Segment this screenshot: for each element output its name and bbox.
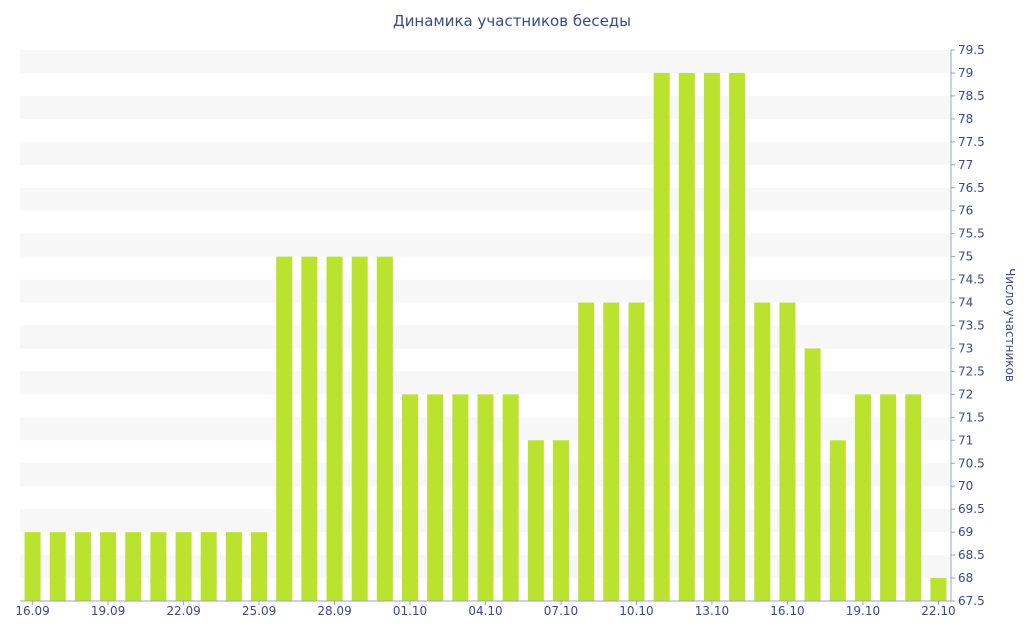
- y-tick-label: 77: [958, 158, 973, 172]
- y-tick-label: 76: [958, 204, 973, 218]
- x-tick-label: 04.10: [468, 604, 502, 618]
- x-tick-label: 16.09: [15, 604, 49, 618]
- y-axis-label: Число участников: [1003, 268, 1017, 382]
- bar[interactable]: [754, 302, 771, 601]
- y-tick-label: 72.5: [958, 364, 985, 378]
- y-tick-label: 74: [958, 296, 973, 310]
- grid-band: [20, 50, 951, 73]
- bar[interactable]: [905, 394, 922, 601]
- bar[interactable]: [653, 72, 670, 602]
- bar[interactable]: [477, 394, 494, 601]
- x-tick-label: 16.10: [770, 604, 804, 618]
- bar[interactable]: [930, 578, 947, 601]
- bar[interactable]: [452, 394, 469, 601]
- bar[interactable]: [854, 394, 871, 601]
- bar[interactable]: [24, 532, 41, 601]
- x-tick-label: 07.10: [544, 604, 578, 618]
- bar[interactable]: [376, 256, 393, 601]
- y-tick-label: 79: [958, 66, 973, 80]
- y-tick-label: 72: [958, 387, 973, 401]
- x-tick-label: 28.09: [317, 604, 351, 618]
- grid-band: [20, 233, 951, 257]
- y-tick-label: 71.5: [958, 410, 985, 424]
- bars: [24, 72, 947, 602]
- x-tick-label: 22.10: [921, 604, 955, 618]
- bar[interactable]: [779, 302, 796, 601]
- x-tick-label: 10.10: [619, 604, 653, 618]
- y-tick-label: 68: [958, 571, 973, 585]
- bar[interactable]: [225, 532, 242, 601]
- bar[interactable]: [578, 302, 595, 601]
- x-tick-label: 01.10: [393, 604, 427, 618]
- y-tick-label: 70: [958, 479, 973, 493]
- y-tick-label: 78.5: [958, 89, 985, 103]
- bar[interactable]: [552, 440, 569, 601]
- y-tick-labels: 67.5 68 68.5 69 69.5 70 70.5 71 71.5 72 72.5 73 73.5…: [958, 43, 985, 608]
- bar[interactable]: [276, 256, 293, 601]
- bar[interactable]: [502, 394, 519, 601]
- bar[interactable]: [150, 532, 167, 601]
- grid-band: [20, 141, 951, 165]
- y-tick-label: 68.5: [958, 548, 985, 562]
- grid-band: [20, 95, 951, 119]
- y-tick-label: 75: [958, 250, 973, 264]
- bar[interactable]: [628, 302, 645, 601]
- y-tick-label: 69.5: [958, 502, 985, 516]
- bar[interactable]: [74, 532, 91, 601]
- x-tick-label: 22.09: [166, 604, 200, 618]
- bar[interactable]: [100, 532, 117, 601]
- y-tick-label: 77.5: [958, 135, 985, 149]
- grid-band: [20, 325, 951, 349]
- bar[interactable]: [175, 532, 192, 601]
- bar[interactable]: [678, 72, 695, 602]
- y-tick-label: 73.5: [958, 319, 985, 333]
- y-tick-label: 76.5: [958, 181, 985, 195]
- y-tick-label: 78: [958, 112, 973, 126]
- y-tick-label: 69: [958, 525, 973, 539]
- bar[interactable]: [880, 394, 897, 601]
- bar[interactable]: [351, 256, 368, 601]
- x-tick-label: 19.09: [91, 604, 125, 618]
- y-tick-label: 79.5: [958, 43, 985, 57]
- bar[interactable]: [829, 440, 846, 601]
- grid-band: [20, 187, 951, 211]
- bar[interactable]: [301, 256, 318, 601]
- grid-band: [20, 279, 951, 303]
- y-tick-label: 67.5: [958, 594, 985, 608]
- x-tick-labels: 16.09 19.09 22.09 25.09 28.09 01.10 04.10 07.10…: [15, 604, 955, 618]
- bar[interactable]: [703, 72, 720, 602]
- bar[interactable]: [326, 256, 343, 601]
- bar[interactable]: [804, 348, 821, 601]
- y-tick-label: 75.5: [958, 227, 985, 241]
- bar[interactable]: [729, 72, 746, 602]
- bar[interactable]: [402, 394, 419, 601]
- y-tick-label: 71: [958, 433, 973, 447]
- x-tick-label: 25.09: [242, 604, 276, 618]
- chart-title: Динамика участников беседы: [392, 12, 632, 30]
- x-tick-label: 19.10: [846, 604, 880, 618]
- bar[interactable]: [200, 532, 217, 601]
- bar[interactable]: [427, 394, 444, 601]
- bar[interactable]: [527, 440, 544, 601]
- bar[interactable]: [49, 532, 66, 601]
- axes: [20, 49, 955, 605]
- y-tick-label: 73: [958, 341, 973, 355]
- bar[interactable]: [125, 532, 142, 601]
- bar[interactable]: [603, 302, 620, 601]
- y-tick-label: 74.5: [958, 273, 985, 287]
- bar[interactable]: [251, 532, 268, 601]
- y-tick-label: 70.5: [958, 456, 985, 470]
- x-tick-label: 13.10: [695, 604, 729, 618]
